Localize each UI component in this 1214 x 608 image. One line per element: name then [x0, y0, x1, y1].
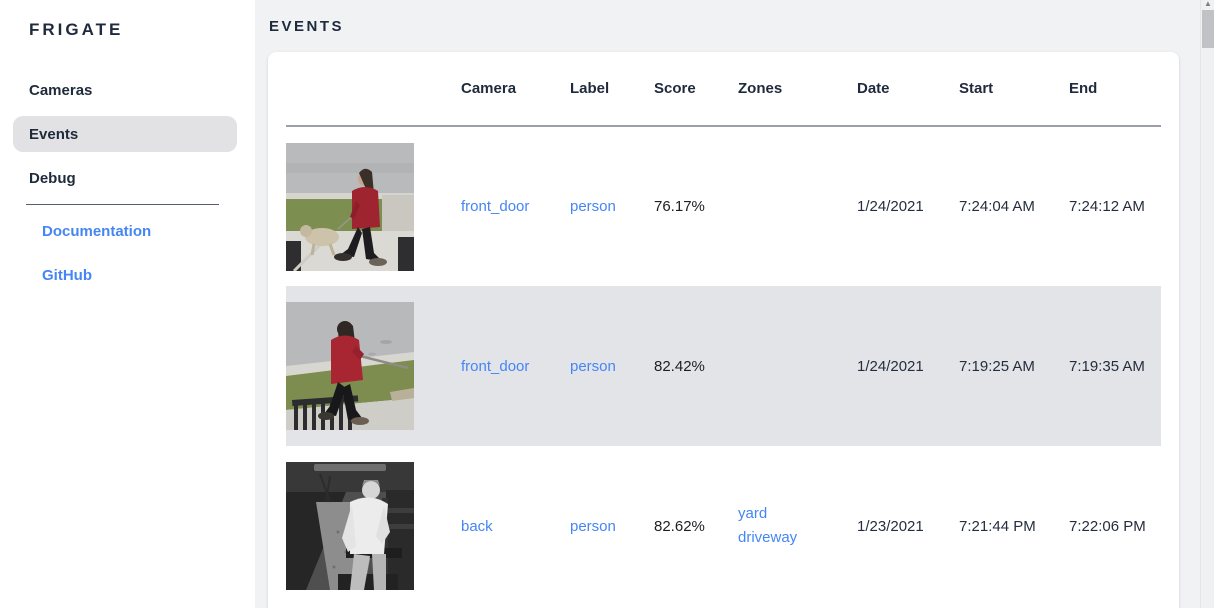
- sidebar-divider: [26, 204, 219, 205]
- sidebar: FRIGATE Cameras Events Debug Documentati…: [0, 0, 255, 608]
- score-value: 82.62%: [654, 517, 705, 535]
- start-time-value: 7:24:04 AM: [959, 198, 1035, 215]
- sidebar-item-events[interactable]: Events: [13, 116, 237, 152]
- column-header-zones: Zones: [738, 52, 857, 127]
- zone-link-yard[interactable]: yard: [738, 505, 768, 522]
- label-link[interactable]: person: [570, 198, 616, 215]
- sidebar-link-github[interactable]: GitHub: [26, 257, 219, 293]
- events-card: Camera Label Score Zones Date Start End: [268, 52, 1179, 608]
- sidebar-item-debug[interactable]: Debug: [13, 160, 237, 196]
- sidebar-item-label: Events: [29, 125, 79, 143]
- date-value: 1/24/2021: [857, 198, 924, 215]
- score-value: 82.42%: [654, 357, 705, 375]
- scrollbar-up-arrow-icon[interactable]: ▲: [1204, 0, 1212, 8]
- camera-link[interactable]: front_door: [461, 357, 530, 375]
- sidebar-link-label: Documentation: [42, 222, 152, 240]
- sidebar-link-documentation[interactable]: Documentation: [26, 213, 219, 249]
- app-title: FRIGATE: [29, 20, 124, 39]
- sidebar-item-label: Debug: [29, 169, 76, 187]
- scrollbar[interactable]: ▲: [1200, 0, 1214, 608]
- event-row-highlighted: front_door person 82.42% 1/24/2021 7:19:…: [286, 286, 1161, 446]
- camera-link[interactable]: back: [461, 517, 493, 535]
- column-header-thumbnail: [286, 52, 461, 127]
- scrollbar-thumb[interactable]: [1202, 10, 1214, 48]
- sidebar-item-cameras[interactable]: Cameras: [13, 72, 237, 108]
- end-time-value: 7:19:35 AM: [1069, 357, 1145, 375]
- column-header-start: Start: [959, 52, 1069, 127]
- page-title: EVENTS: [269, 18, 345, 35]
- start-time-value: 7:21:44 PM: [959, 517, 1036, 535]
- sidebar-item-label: Cameras: [29, 81, 93, 99]
- start-time-value: 7:19:25 AM: [959, 357, 1035, 375]
- event-thumbnail-person-night: [286, 462, 414, 590]
- end-time-value: 7:24:12 AM: [1069, 198, 1145, 215]
- camera-link[interactable]: front_door: [461, 198, 530, 215]
- event-row: front_door person 76.17% 1/24/2021 7:24:…: [286, 126, 1161, 286]
- column-header-end: End: [1069, 52, 1161, 127]
- sidebar-nav: Cameras Events Debug Documentation GitHu…: [0, 72, 255, 293]
- score-value: 76.17%: [654, 198, 705, 215]
- event-row: back person 82.62% yard driveway 1/23/20…: [286, 446, 1161, 606]
- zone-link-driveway[interactable]: driveway: [738, 529, 798, 546]
- column-header-label: Label: [570, 52, 654, 127]
- event-thumbnail-person-dog-2: [286, 302, 414, 430]
- date-value: 1/23/2021: [857, 517, 924, 535]
- label-link[interactable]: person: [570, 357, 616, 375]
- label-link[interactable]: person: [570, 517, 616, 535]
- end-time-value: 7:22:06 PM: [1069, 517, 1146, 535]
- column-header-score: Score: [654, 52, 738, 127]
- date-value: 1/24/2021: [857, 357, 924, 375]
- main-content: EVENTS Camera Label Score Zones Date Sta…: [255, 0, 1214, 608]
- sidebar-link-label: GitHub: [42, 266, 92, 284]
- event-thumbnail-person-dog-1: [286, 142, 414, 271]
- column-header-camera: Camera: [461, 52, 570, 127]
- column-header-date: Date: [857, 52, 959, 127]
- events-table: Camera Label Score Zones Date Start End: [286, 52, 1161, 606]
- table-header-row: Camera Label Score Zones Date Start End: [286, 52, 1161, 127]
